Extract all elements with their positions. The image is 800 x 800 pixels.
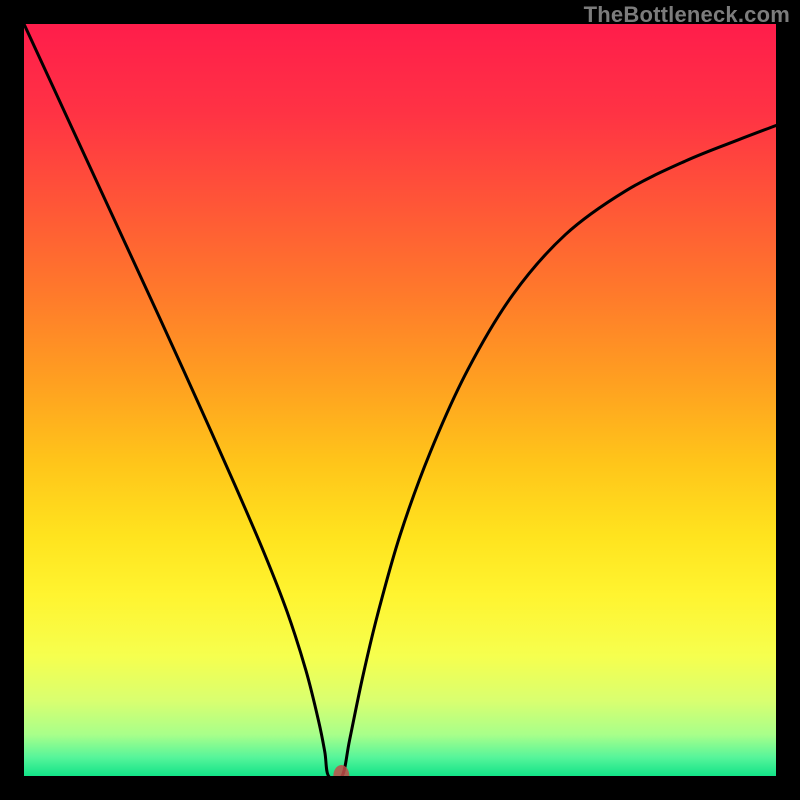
watermark-text: TheBottleneck.com [584, 2, 790, 28]
bottleneck-chart [0, 0, 800, 800]
chart-container: TheBottleneck.com [0, 0, 800, 800]
gradient-background [24, 24, 776, 776]
